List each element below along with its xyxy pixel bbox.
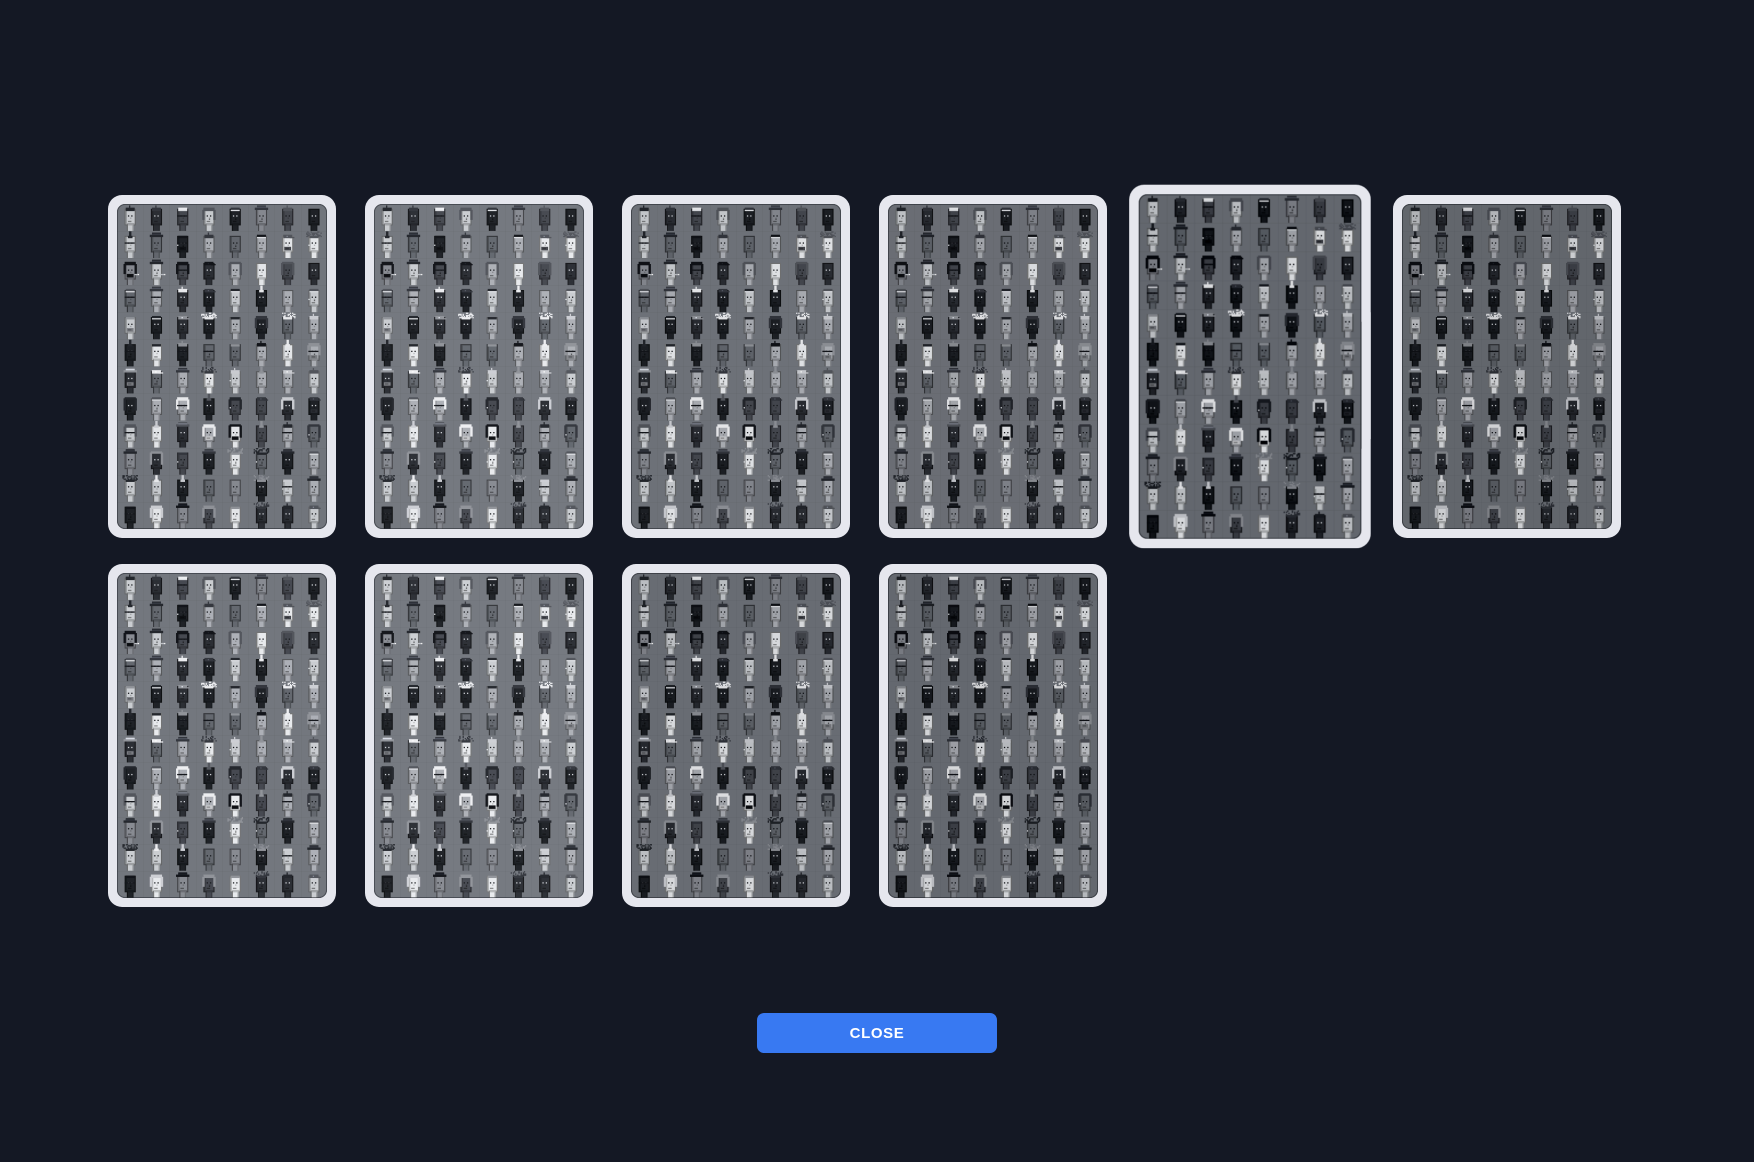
punk-sheet-tile[interactable] [365,195,593,538]
punk-grid-image [117,573,327,898]
punk-sheet-tile[interactable] [108,195,336,538]
punk-grid-image [374,204,584,529]
punk-sheet-tile[interactable] [879,564,1107,907]
punk-grid-image [631,573,841,898]
punk-grid-image [1402,204,1612,529]
punk-sheet-tile[interactable] [622,564,850,907]
punk-sheet-tile[interactable] [1393,195,1621,538]
punk-grid-image [374,573,584,898]
punk-sheet-tile[interactable] [1129,184,1371,549]
punk-sheet-tile[interactable] [365,564,593,907]
punk-sheet-tile[interactable] [622,195,850,538]
punk-sheet-tile[interactable] [108,564,336,907]
punk-grid-image [888,204,1098,529]
close-button[interactable]: CLOSE [757,1013,997,1053]
punk-sheet-tile[interactable] [879,195,1107,538]
variant-grid [108,184,1630,907]
punk-grid-image [888,573,1098,898]
punk-grid-image [1138,194,1362,539]
punk-grid-image [631,204,841,529]
punk-grid-image [117,204,327,529]
